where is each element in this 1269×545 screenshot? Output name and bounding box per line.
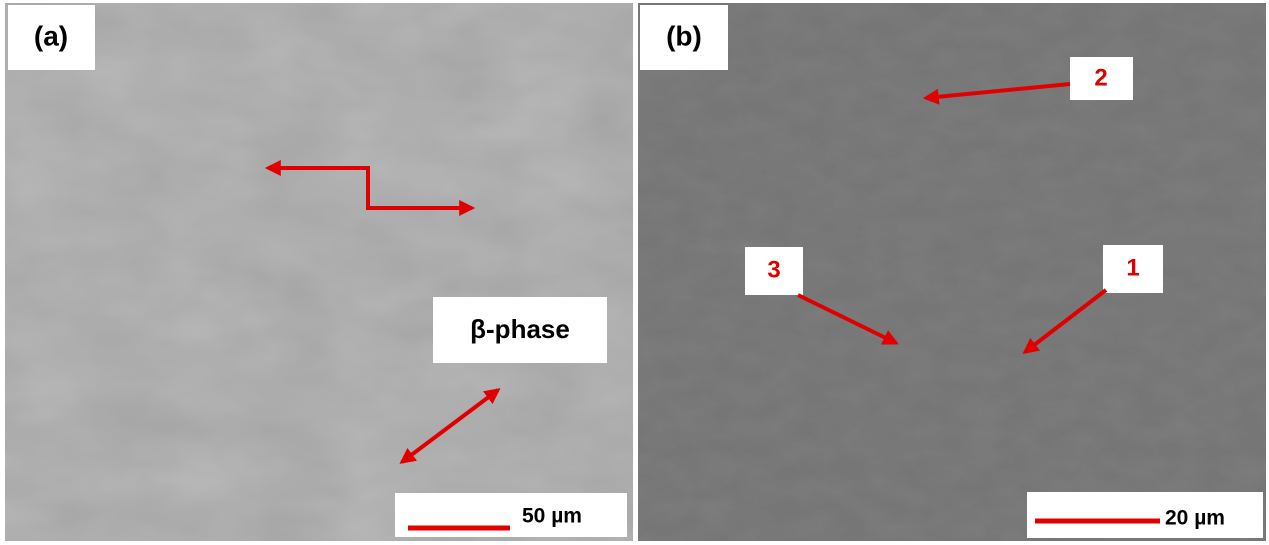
panel-label: (a) [34, 20, 68, 51]
panel-a: (a) β-phase 50 µm [5, 3, 633, 541]
panel-b: (b) 2 3 1 20 µm [638, 3, 1266, 541]
marker: 2 [1094, 64, 1107, 91]
scale-box [1027, 492, 1263, 538]
figure: (a) β-phase 50 µm (b) 2 3 1 20 µm [0, 0, 1269, 545]
texture [638, 3, 1266, 541]
marker: 1 [1126, 254, 1139, 281]
scale-label: 50 µm [522, 505, 582, 528]
marker: 3 [767, 256, 780, 283]
texture [5, 3, 633, 541]
panel-label: (b) [666, 20, 702, 51]
annotation: β-phase [470, 314, 570, 344]
scale-label: 20 µm [1165, 507, 1225, 530]
